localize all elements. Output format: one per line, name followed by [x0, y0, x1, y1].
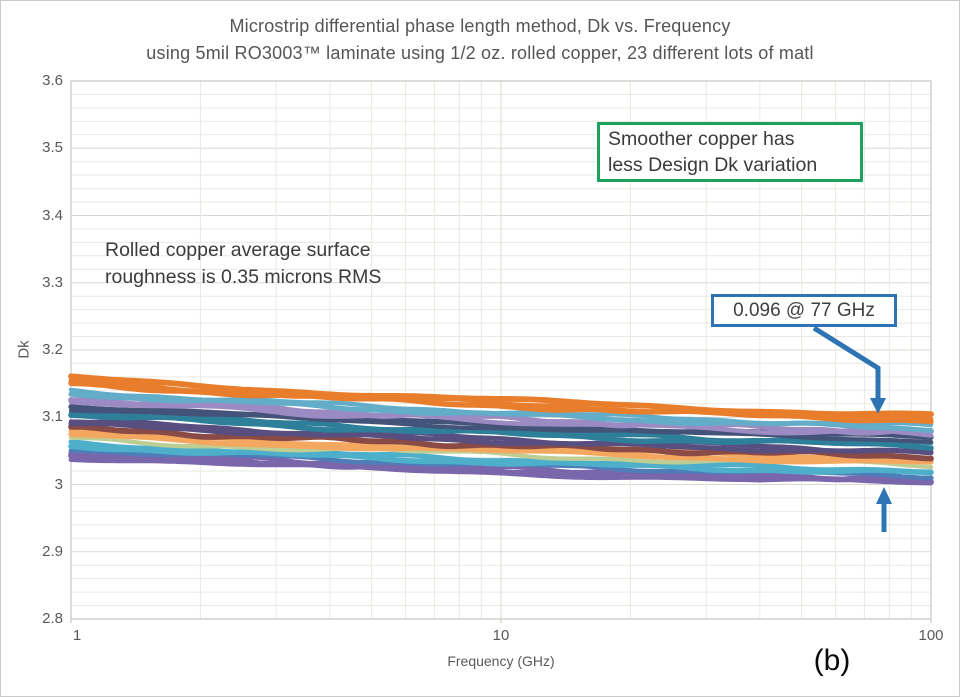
smoother-copper-callout-line1: Smoother copper has — [608, 128, 795, 150]
annotation-arrows — [812, 325, 892, 532]
smoother-copper-callout: Smoother copper has less Design Dk varia… — [597, 122, 863, 182]
y-tick-label: 2.8 — [42, 610, 63, 627]
x-tick-label: 1 — [72, 627, 82, 644]
smoother-copper-callout-line2: less Design Dk variation — [608, 154, 818, 176]
y-tick-label: 3.4 — [42, 206, 63, 224]
rolled-copper-note: Rolled copper average surface roughness … — [105, 237, 435, 291]
chart-title-line2: using 5mil RO3003™ laminate using 1/2 oz… — [146, 43, 814, 63]
chart-title: Microstrip differential phase length met… — [1, 13, 959, 67]
y-tick-label: 3.2 — [42, 341, 63, 358]
dk-series-line — [68, 387, 934, 428]
x-tick-label: 100 — [918, 627, 944, 644]
chart-title-line1: Microstrip differential phase length met… — [229, 16, 731, 36]
y-tick-label: 3.3 — [42, 273, 63, 291]
dk-spread-callout: 0.096 @ 77 GHz — [711, 294, 897, 327]
rolled-copper-note-line1: Rolled copper average surface — [105, 239, 371, 261]
callout-arrowhead-bottom — [876, 487, 892, 504]
y-tick-label: 2.9 — [42, 542, 63, 560]
y-tick-label: 3.6 — [42, 72, 63, 89]
y-tick-label: 3.1 — [42, 408, 63, 426]
dk-series-line — [68, 419, 934, 454]
dk-series-line — [68, 411, 934, 446]
dk-series-line — [68, 439, 934, 475]
x-axis-title: Frequency (GHz) — [447, 653, 555, 669]
rolled-copper-note-line2: roughness is 0.35 microns RMS — [105, 266, 382, 288]
gridlines — [70, 80, 932, 623]
data-series — [68, 373, 934, 486]
y-axis-title: Dk — [15, 340, 33, 359]
callout-arrowhead-top — [870, 398, 886, 414]
dk-series-line — [68, 373, 934, 417]
y-tick-label: 3 — [54, 475, 63, 493]
x-tick-label: 10 — [492, 627, 510, 644]
y-tick-label: 3.5 — [42, 139, 63, 157]
dk-series-line — [68, 421, 934, 456]
subfigure-label: (b) — [813, 644, 851, 677]
callout-arrow-top — [812, 325, 881, 400]
